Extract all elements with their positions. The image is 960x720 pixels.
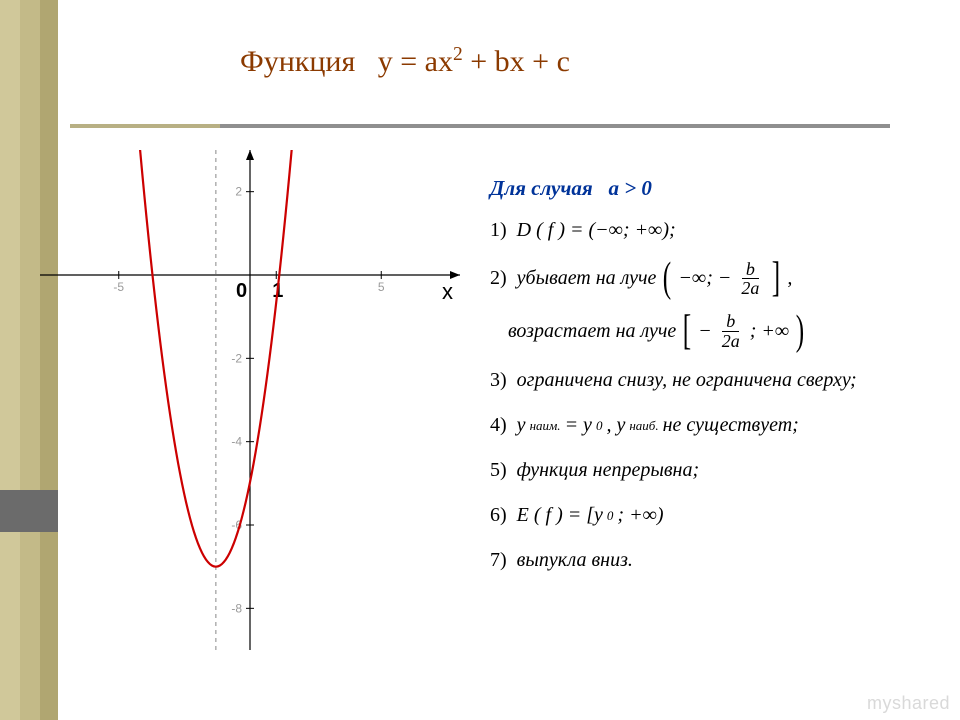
prop-2: 2) убывает на луче ( −∞; − b 2a ] , — [490, 260, 920, 299]
prop-1-num: 1) — [490, 215, 507, 246]
prop-3: 3) ограничена снизу, не ограничена сверх… — [490, 365, 920, 396]
watermark: myshared — [867, 693, 950, 714]
prop-7: 7) выпукла вниз. — [490, 545, 920, 576]
prop-4-pre: у — [517, 410, 526, 441]
prop-2-pre: убывает на луче — [517, 263, 657, 294]
title-eq-pre: у = ах — [378, 45, 453, 78]
prop-5-text: функция непрерывна; — [517, 455, 699, 486]
prop-5-num: 5) — [490, 455, 507, 486]
title-eq-post: + bх + c — [463, 45, 570, 78]
prop-6: 6) E ( f ) = [у0 ; +∞) — [490, 500, 920, 531]
prop-2b-mid: ; +∞ — [750, 316, 789, 347]
title-rule-accent — [70, 124, 220, 128]
prop-3-text: ограничена снизу, не ограничена сверху; — [517, 365, 857, 396]
strip-2 — [20, 0, 40, 720]
prop-2b-pre: возрастает на луче — [508, 316, 676, 347]
prop-1: 1) D ( f ) = (−∞; +∞); — [490, 215, 920, 246]
prop-2-left: −∞; − — [678, 263, 731, 294]
svg-text:5: 5 — [378, 280, 385, 294]
prop-5: 5) функция непрерывна; — [490, 455, 920, 486]
prop-2b-frac: b 2a — [718, 312, 744, 351]
title-fn: Функция — [240, 45, 355, 78]
strip-1 — [0, 0, 20, 720]
prop-2b-left: − — [698, 316, 712, 347]
svg-text:x: x — [442, 279, 453, 304]
parabola-chart: -55-8-6-4-2201x — [40, 150, 460, 650]
prop-2-lb: ( — [663, 262, 671, 296]
case-cond: a > 0 — [608, 176, 651, 200]
case-label: Для случая — [490, 176, 593, 200]
prop-2-tail: , — [787, 263, 792, 294]
prop-2-rb: ] — [772, 262, 780, 296]
prop-7-text: выпукла вниз. — [517, 545, 633, 576]
title-exp: 2 — [453, 44, 463, 65]
prop-4: 4) унаим. = у0 , унаиб. не существует; — [490, 410, 920, 441]
chart-svg: -55-8-6-4-2201x — [40, 150, 460, 650]
prop-2-num: 2) — [490, 263, 507, 294]
properties-list: Для случая a > 0 1) D ( f ) = (−∞; +∞); … — [490, 172, 920, 590]
prop-2-frac: b 2a — [737, 260, 763, 299]
prop-1-text: D ( f ) = (−∞; +∞); — [517, 215, 676, 246]
svg-text:0: 0 — [236, 280, 247, 302]
prop-7-num: 7) — [490, 545, 507, 576]
prop-3-num: 3) — [490, 365, 507, 396]
svg-text:2: 2 — [235, 185, 242, 199]
prop-4-num: 4) — [490, 410, 507, 441]
svg-text:-4: -4 — [231, 435, 242, 449]
prop-2b-lb: [ — [683, 315, 691, 349]
svg-text:-5: -5 — [113, 280, 124, 294]
prop-2b-rb: ) — [796, 315, 804, 349]
page-title: Функция у = ах2 + bх + c — [240, 44, 570, 79]
prop-2b: возрастает на луче [ − b 2a ; +∞ ) — [508, 312, 920, 351]
prop-6-pre: E ( f ) = [у — [517, 500, 603, 531]
case-heading: Для случая a > 0 — [490, 172, 920, 205]
svg-text:-2: -2 — [231, 351, 242, 365]
prop-6-num: 6) — [490, 500, 507, 531]
svg-text:-8: -8 — [231, 601, 242, 615]
